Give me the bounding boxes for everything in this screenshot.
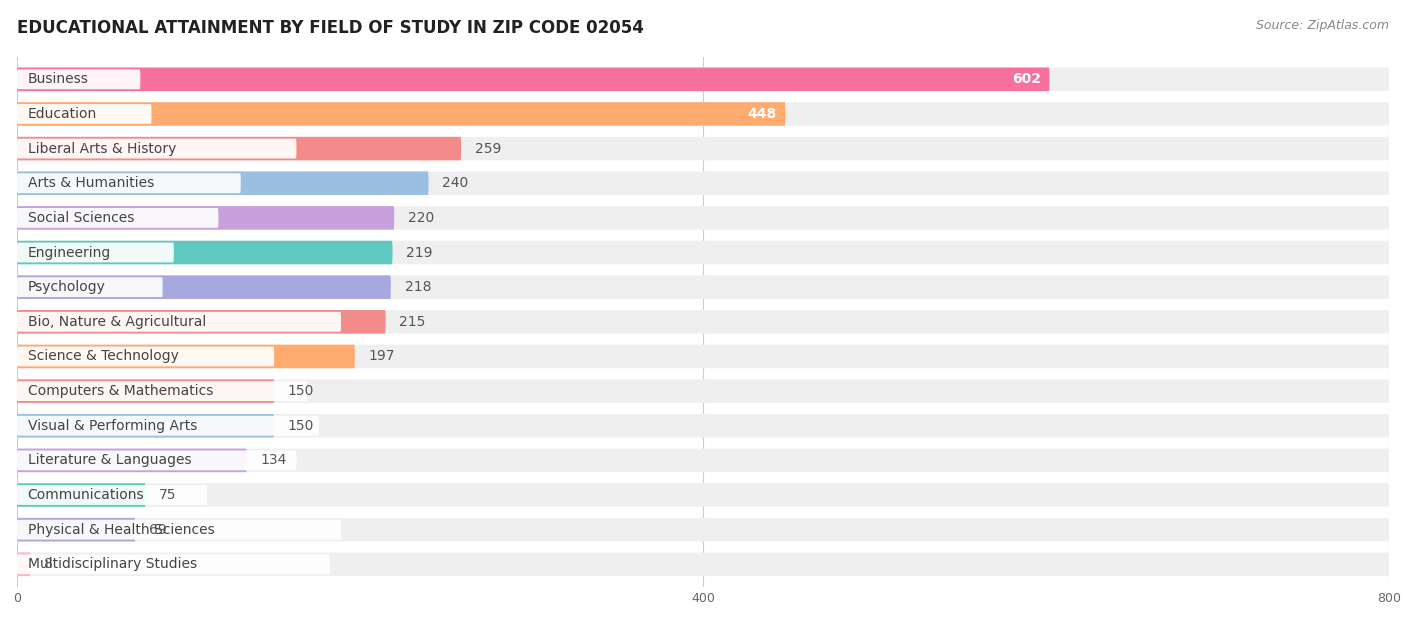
Text: 197: 197 <box>368 350 395 363</box>
Text: Social Sciences: Social Sciences <box>28 211 134 225</box>
Text: 150: 150 <box>288 384 315 398</box>
FancyBboxPatch shape <box>17 208 218 228</box>
Text: Visual & Performing Arts: Visual & Performing Arts <box>28 419 197 433</box>
FancyBboxPatch shape <box>17 449 246 472</box>
Text: Communications: Communications <box>28 488 145 502</box>
Text: 75: 75 <box>159 488 177 502</box>
Text: Computers & Mathematics: Computers & Mathematics <box>28 384 214 398</box>
Text: Arts & Humanities: Arts & Humanities <box>28 176 153 190</box>
FancyBboxPatch shape <box>17 243 174 262</box>
Text: 259: 259 <box>475 141 501 156</box>
FancyBboxPatch shape <box>17 345 354 369</box>
FancyBboxPatch shape <box>17 414 274 437</box>
FancyBboxPatch shape <box>17 555 330 574</box>
Text: EDUCATIONAL ATTAINMENT BY FIELD OF STUDY IN ZIP CODE 02054: EDUCATIONAL ATTAINMENT BY FIELD OF STUDY… <box>17 19 644 37</box>
FancyBboxPatch shape <box>17 69 141 89</box>
Text: Education: Education <box>28 107 97 121</box>
FancyBboxPatch shape <box>17 346 274 367</box>
Text: 150: 150 <box>288 419 315 433</box>
FancyBboxPatch shape <box>17 312 342 332</box>
Text: Business: Business <box>28 73 89 86</box>
Text: 69: 69 <box>149 522 167 537</box>
Text: 220: 220 <box>408 211 434 225</box>
FancyBboxPatch shape <box>17 172 429 195</box>
FancyBboxPatch shape <box>17 174 240 193</box>
FancyBboxPatch shape <box>17 275 1389 299</box>
Text: Bio, Nature & Agricultural: Bio, Nature & Agricultural <box>28 315 205 329</box>
FancyBboxPatch shape <box>17 137 461 160</box>
FancyBboxPatch shape <box>17 137 1389 160</box>
Text: Literature & Languages: Literature & Languages <box>28 454 191 468</box>
FancyBboxPatch shape <box>17 172 1389 195</box>
FancyBboxPatch shape <box>17 451 297 470</box>
FancyBboxPatch shape <box>17 104 152 124</box>
FancyBboxPatch shape <box>17 379 1389 403</box>
FancyBboxPatch shape <box>17 68 1049 91</box>
FancyBboxPatch shape <box>17 241 1389 264</box>
FancyBboxPatch shape <box>17 485 207 505</box>
Text: Psychology: Psychology <box>28 280 105 294</box>
FancyBboxPatch shape <box>17 414 1389 437</box>
Text: Source: ZipAtlas.com: Source: ZipAtlas.com <box>1256 19 1389 32</box>
Text: 219: 219 <box>406 245 433 259</box>
Text: Engineering: Engineering <box>28 245 111 259</box>
Text: Physical & Health Sciences: Physical & Health Sciences <box>28 522 214 537</box>
FancyBboxPatch shape <box>17 518 1389 541</box>
FancyBboxPatch shape <box>17 68 1389 91</box>
FancyBboxPatch shape <box>17 416 319 435</box>
FancyBboxPatch shape <box>17 345 1389 369</box>
FancyBboxPatch shape <box>17 206 1389 230</box>
FancyBboxPatch shape <box>17 206 394 230</box>
FancyBboxPatch shape <box>17 139 297 158</box>
Text: Liberal Arts & History: Liberal Arts & History <box>28 141 176 156</box>
Text: 218: 218 <box>405 280 432 294</box>
Text: 240: 240 <box>443 176 468 190</box>
FancyBboxPatch shape <box>17 241 392 264</box>
FancyBboxPatch shape <box>17 553 1389 576</box>
FancyBboxPatch shape <box>17 102 1389 126</box>
FancyBboxPatch shape <box>17 277 163 297</box>
Text: 8: 8 <box>45 557 53 571</box>
Text: 215: 215 <box>399 315 426 329</box>
FancyBboxPatch shape <box>17 518 135 541</box>
Text: 448: 448 <box>748 107 776 121</box>
FancyBboxPatch shape <box>17 275 391 299</box>
FancyBboxPatch shape <box>17 449 1389 472</box>
FancyBboxPatch shape <box>17 379 274 403</box>
FancyBboxPatch shape <box>17 483 1389 507</box>
FancyBboxPatch shape <box>17 310 385 334</box>
FancyBboxPatch shape <box>17 553 31 576</box>
FancyBboxPatch shape <box>17 102 786 126</box>
FancyBboxPatch shape <box>17 310 1389 334</box>
Text: 134: 134 <box>260 454 287 468</box>
FancyBboxPatch shape <box>17 381 308 401</box>
FancyBboxPatch shape <box>17 520 342 540</box>
FancyBboxPatch shape <box>17 483 146 507</box>
Text: Science & Technology: Science & Technology <box>28 350 179 363</box>
Text: Multidisciplinary Studies: Multidisciplinary Studies <box>28 557 197 571</box>
Text: 602: 602 <box>1012 73 1040 86</box>
